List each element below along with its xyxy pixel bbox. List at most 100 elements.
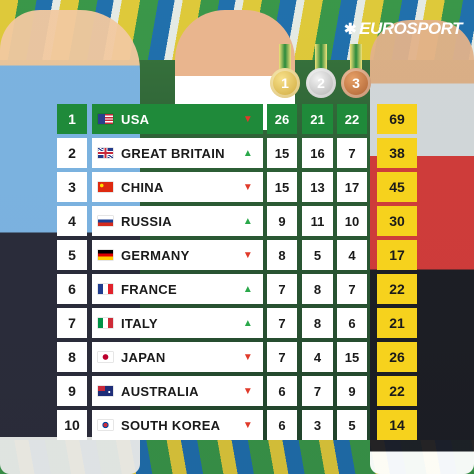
- rank-cell: 1: [57, 104, 87, 134]
- trend-up-icon: ▲: [242, 215, 254, 227]
- gold-medal-disc: 1: [270, 68, 300, 98]
- total-count-cell: 45: [377, 172, 417, 202]
- total-count-cell: 17: [377, 240, 417, 270]
- russia-flag-icon: [98, 216, 113, 226]
- country-name: CHINA: [121, 179, 164, 195]
- eurosport-logo: ✱ EUROSPORT: [344, 19, 462, 39]
- rank-cell: 9: [57, 376, 87, 406]
- trend-up-icon: ▲: [242, 317, 254, 329]
- silver-medal-disc: 2: [306, 68, 336, 98]
- silver-count-cell: 8: [302, 274, 333, 304]
- country-name: RUSSIA: [121, 213, 172, 229]
- country-name: GREAT BRITAIN: [121, 145, 225, 161]
- country-name: FRANCE: [121, 281, 177, 297]
- bronze-count-cell: 5: [337, 410, 367, 440]
- silver-count-cell: 7: [302, 376, 333, 406]
- rank-cell: 3: [57, 172, 87, 202]
- gold-count-cell: 6: [267, 376, 297, 406]
- country-cell: ITALY ▲: [92, 308, 263, 338]
- total-count-cell: 22: [377, 376, 417, 406]
- table-row: 2 GREAT BRITAIN ▲ 15 16 7 38: [57, 138, 417, 168]
- bronze-count-cell: 17: [337, 172, 367, 202]
- country-name: JAPAN: [121, 349, 166, 365]
- total-count-cell: 21: [377, 308, 417, 338]
- trend-down-icon: ▼: [242, 113, 254, 125]
- country-name: GERMANY: [121, 247, 190, 263]
- table-row: 4 RUSSIA ▲ 9 11 10 30: [57, 206, 417, 236]
- bronze-count-cell: 6: [337, 308, 367, 338]
- silver-medal-ribbon: [315, 44, 327, 70]
- gold-count-cell: 26: [267, 104, 297, 134]
- trend-down-icon: ▼: [242, 249, 254, 261]
- total-count-cell: 22: [377, 274, 417, 304]
- gold-count-cell: 15: [267, 138, 297, 168]
- gold-count-cell: 6: [267, 410, 297, 440]
- bronze-count-cell: 4: [337, 240, 367, 270]
- logo-text: EUROSPORT: [359, 19, 462, 38]
- country-cell: SOUTH KOREA ▼: [92, 410, 263, 440]
- great-britain-flag-icon: [98, 148, 113, 158]
- germany-flag-icon: [98, 250, 113, 260]
- trend-up-icon: ▲: [242, 283, 254, 295]
- south-korea-flag-icon: [98, 420, 113, 430]
- country-name: ITALY: [121, 315, 158, 331]
- country-name: USA: [121, 111, 150, 127]
- china-flag-icon: [98, 182, 113, 192]
- trend-down-icon: ▼: [242, 385, 254, 397]
- rank-cell: 8: [57, 342, 87, 372]
- logo-star-icon: ✱: [344, 21, 357, 38]
- table-row: 10 SOUTH KOREA ▼ 6 3 5 14: [57, 410, 417, 440]
- bronze-medal-ribbon: [350, 44, 362, 70]
- bronze-medal-disc: 3: [341, 68, 371, 98]
- total-count-cell: 30: [377, 206, 417, 236]
- italy-flag-icon: [98, 318, 113, 328]
- silver-count-cell: 4: [302, 342, 333, 372]
- bronze-count-cell: 7: [337, 274, 367, 304]
- gold-medal-ribbon: [279, 44, 291, 70]
- rank-cell: 2: [57, 138, 87, 168]
- country-cell: USA ▼: [92, 104, 263, 134]
- japan-flag-icon: [98, 352, 113, 362]
- australia-flag-icon: [98, 386, 113, 396]
- silver-count-cell: 13: [302, 172, 333, 202]
- bronze-count-cell: 9: [337, 376, 367, 406]
- silver-count-cell: 21: [302, 104, 333, 134]
- rank-cell: 6: [57, 274, 87, 304]
- bronze-count-cell: 15: [337, 342, 367, 372]
- usa-flag-icon: [98, 114, 113, 124]
- bronze-count-cell: 10: [337, 206, 367, 236]
- country-cell: RUSSIA ▲: [92, 206, 263, 236]
- country-cell: GREAT BRITAIN ▲: [92, 138, 263, 168]
- trend-down-icon: ▼: [242, 419, 254, 431]
- table-row: 8 JAPAN ▼ 7 4 15 26: [57, 342, 417, 372]
- medal-table: 1 USA ▼ 26 21 22 69 2 GREAT BRITAIN ▲ 15 16 7 38 3 CHIN…: [57, 104, 417, 444]
- table-row: 1 USA ▼ 26 21 22 69: [57, 104, 417, 134]
- rank-cell: 4: [57, 206, 87, 236]
- silver-count-cell: 8: [302, 308, 333, 338]
- trend-down-icon: ▼: [242, 181, 254, 193]
- silver-count-cell: 3: [302, 410, 333, 440]
- rank-cell: 10: [57, 410, 87, 440]
- gold-count-cell: 8: [267, 240, 297, 270]
- table-row: 7 ITALY ▲ 7 8 6 21: [57, 308, 417, 338]
- total-count-cell: 26: [377, 342, 417, 372]
- table-row: 6 FRANCE ▲ 7 8 7 22: [57, 274, 417, 304]
- country-cell: JAPAN ▼: [92, 342, 263, 372]
- gold-count-cell: 7: [267, 308, 297, 338]
- silver-count-cell: 5: [302, 240, 333, 270]
- country-cell: GERMANY ▼: [92, 240, 263, 270]
- total-count-cell: 14: [377, 410, 417, 440]
- bronze-count-cell: 7: [337, 138, 367, 168]
- rank-cell: 5: [57, 240, 87, 270]
- total-count-cell: 38: [377, 138, 417, 168]
- silver-count-cell: 11: [302, 206, 333, 236]
- country-name: SOUTH KOREA: [121, 417, 221, 433]
- country-name: AUSTRALIA: [121, 383, 199, 399]
- table-row: 9 AUSTRALIA ▼ 6 7 9 22: [57, 376, 417, 406]
- rank-cell: 7: [57, 308, 87, 338]
- gold-count-cell: 9: [267, 206, 297, 236]
- gold-count-cell: 7: [267, 274, 297, 304]
- bronze-count-cell: 22: [337, 104, 367, 134]
- trend-down-icon: ▼: [242, 351, 254, 363]
